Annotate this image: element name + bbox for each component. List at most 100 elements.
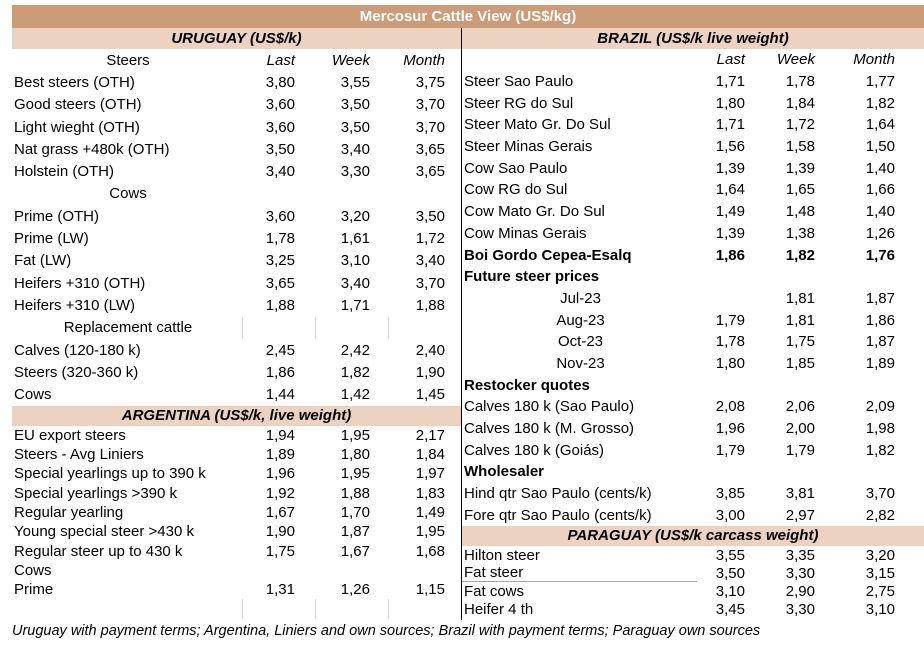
column-header-month: Month xyxy=(853,51,895,69)
cell-last: 3,40 xyxy=(265,163,295,181)
cell-week: 1,67 xyxy=(340,542,370,560)
cell-month: 2,75 xyxy=(865,582,895,600)
cell-month: 1,77 xyxy=(865,73,895,91)
cell-week: 2,00 xyxy=(785,420,815,438)
cell-week: 1,42 xyxy=(340,386,370,404)
cell-week: 1,85 xyxy=(785,354,815,372)
cell-month: 3,65 xyxy=(415,140,445,158)
cell-week: 2,06 xyxy=(785,398,815,416)
cell-month: 3,10 xyxy=(865,600,895,618)
row-group-header xyxy=(462,49,697,71)
cell-week: 3,50 xyxy=(340,118,370,136)
row-label: Cow RG do Sul xyxy=(464,181,568,199)
row-label: EU export steers xyxy=(14,426,126,444)
cell-week: 1,82 xyxy=(340,363,370,381)
cell-week xyxy=(315,316,388,339)
cell-month: 2,40 xyxy=(415,341,445,359)
cell-week: 3,30 xyxy=(785,600,815,618)
row-label: Prime xyxy=(14,581,54,599)
cell-week: 1,58 xyxy=(785,138,815,156)
cell-week: 1,75 xyxy=(785,333,815,351)
row-label: Prime (LW) xyxy=(14,230,89,248)
cell-month: 1,82 xyxy=(865,94,895,112)
table-row: Heifers +310 (OTH) 3,65 3,40 3,70 xyxy=(12,272,461,294)
table-row: Calves 180 k (M. Grosso) 1,96 2,00 1,98 xyxy=(462,418,924,440)
cell-week: 1,38 xyxy=(785,224,815,242)
table-row: Fore qtr Sao Paulo (cents/k) 3,00 2,97 2,82 xyxy=(462,504,924,526)
cell-week: 1,95 xyxy=(340,465,370,483)
source-note: Uruguay with payment terms; Argentina, L… xyxy=(12,623,761,639)
cell-last: 1,86 xyxy=(715,246,745,264)
cell-last: 1,88 xyxy=(265,296,295,314)
row-label: Best steers (OTH) xyxy=(14,73,135,91)
cell-last xyxy=(242,561,315,580)
table-row: Special yearlings up to 390 k 1,96 1,95 1,9… xyxy=(12,464,461,483)
table-row: Prime (LW) 1,78 1,61 1,72 xyxy=(12,227,461,249)
row-label: Hind qtr Sao Paulo (cents/k) xyxy=(464,485,652,503)
table-row: Special yearlings >390 k 1,92 1,88 1,83 xyxy=(12,484,461,503)
table-row: Steers (320-360 k) 1,86 1,82 1,90 xyxy=(12,361,461,383)
cell-month xyxy=(832,461,924,483)
row-label: Future steer prices xyxy=(464,268,600,286)
cell-last: 1,31 xyxy=(265,581,295,599)
cell-week xyxy=(762,461,832,483)
cell-last: 1,49 xyxy=(715,203,745,221)
cell-last xyxy=(697,374,762,396)
cell-week: 2,97 xyxy=(785,506,815,524)
row-label: Regular steer up to 430 k xyxy=(14,542,183,560)
cell-week: 1,48 xyxy=(785,203,815,221)
cell-month: 3,15 xyxy=(865,564,895,582)
section-paraguay: PARAGUAY (US$/k carcass weight) Hilton st… xyxy=(462,526,924,618)
row-label: Cows xyxy=(14,561,52,579)
row-label: Special yearlings up to 390 k xyxy=(14,465,206,483)
cell-week: 3,81 xyxy=(785,485,815,503)
table-row: Fat cows 3,10 2,90 2,75 xyxy=(462,582,924,600)
cell-last xyxy=(242,316,315,339)
table-row: Cow Sao Paulo 1,39 1,39 1,40 xyxy=(462,157,924,179)
cell-month xyxy=(388,599,461,619)
row-label: Heifers +310 (OTH) xyxy=(14,274,146,292)
table-row: Fat steer 3,50 3,30 3,15 xyxy=(462,564,924,583)
cell-month: 1,82 xyxy=(865,441,895,459)
cell-month: 3,70 xyxy=(415,96,445,114)
cell-month: 1,98 xyxy=(865,420,895,438)
table-row: Cow Minas Gerais 1,39 1,38 1,26 xyxy=(462,223,924,245)
row-label: Steers (320-360 k) xyxy=(14,363,139,381)
cell-month: 1,68 xyxy=(415,542,445,560)
cell-month: 1,72 xyxy=(415,230,445,248)
cell-week xyxy=(762,374,832,396)
row-label: Steers - Avg Liniers xyxy=(14,446,144,464)
table-row: Holstein (OTH) 3,40 3,30 3,65 xyxy=(12,160,461,182)
cell-last: 1,80 xyxy=(715,94,745,112)
cell-month: 1,83 xyxy=(415,484,445,502)
cell-week: 1,95 xyxy=(340,426,370,444)
table-row: Cows 1,44 1,42 1,45 xyxy=(12,383,461,405)
cell-last: 3,60 xyxy=(265,207,295,225)
cell-week: 1,72 xyxy=(785,116,815,134)
row-label: Prime (OTH) xyxy=(14,207,99,225)
row-label: Calves (120-180 k) xyxy=(14,341,141,359)
cell-last: 1,39 xyxy=(715,159,745,177)
cell-month: 1,76 xyxy=(865,246,895,264)
table-body: URUGUAY (US$/k) Steers Last Week Month Best s… xyxy=(12,28,924,620)
row-label: Cows xyxy=(109,185,147,203)
cell-last: 1,86 xyxy=(265,363,295,381)
cell-month: 1,26 xyxy=(865,224,895,242)
table-row: Boi Gordo Cepea-Esalq 1,86 1,82 1,76 xyxy=(462,244,924,266)
cell-month xyxy=(388,561,461,580)
cell-last: 3,00 xyxy=(715,506,745,524)
cell-last: 1,96 xyxy=(715,420,745,438)
cell-last: 1,56 xyxy=(715,138,745,156)
cell-week: 1,80 xyxy=(340,446,370,464)
cell-month: 3,75 xyxy=(415,73,445,91)
cell-week: 3,10 xyxy=(340,252,370,270)
cell-last: 2,45 xyxy=(265,341,295,359)
table-row: Nov-23 1,80 1,85 1,89 xyxy=(462,353,924,375)
cell-month xyxy=(388,183,461,205)
cell-last: 3,60 xyxy=(265,118,295,136)
cell-month: 2,82 xyxy=(865,506,895,524)
column-header-week: Week xyxy=(331,51,370,69)
row-label: Fat (LW) xyxy=(14,252,72,270)
cell-last xyxy=(697,266,762,288)
